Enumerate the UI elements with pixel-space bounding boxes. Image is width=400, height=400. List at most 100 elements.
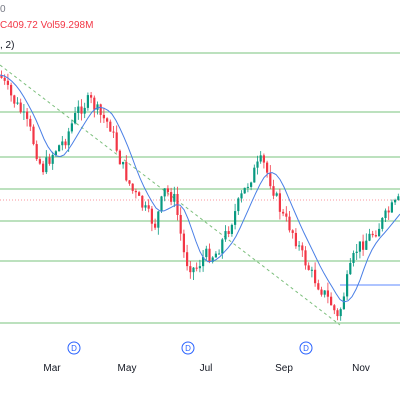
candle-body xyxy=(6,80,9,85)
trend-line xyxy=(0,64,341,326)
dividend-marker-circle xyxy=(67,341,81,355)
candle-body xyxy=(346,274,349,297)
candle-body xyxy=(250,182,253,187)
candle-body xyxy=(288,216,291,231)
candle-body xyxy=(163,188,166,197)
candle-body xyxy=(230,224,233,234)
candle-body xyxy=(317,283,320,290)
candle-body xyxy=(186,252,189,267)
candle-body xyxy=(0,75,3,78)
candle-body xyxy=(160,196,163,212)
candle-body xyxy=(355,251,358,253)
candle-body xyxy=(106,118,109,122)
candle-body xyxy=(323,290,326,295)
dividend-marker-label: D xyxy=(185,344,191,353)
x-axis-tick-label: Nov xyxy=(352,363,370,374)
candle-body xyxy=(32,126,35,145)
candle-body xyxy=(202,257,205,267)
candle-body xyxy=(301,245,304,251)
candle-body xyxy=(278,193,281,212)
candle-body xyxy=(96,104,99,110)
candle-body xyxy=(150,208,153,224)
dividend-marker-label: D xyxy=(303,344,309,353)
candle-body xyxy=(138,192,141,196)
candle-body xyxy=(128,180,131,184)
candle-body xyxy=(291,230,294,233)
candle-body xyxy=(86,95,89,108)
candle-body xyxy=(112,131,115,133)
candle-body xyxy=(147,205,150,209)
dividend-marker[interactable]: D xyxy=(299,341,313,355)
candle-body xyxy=(173,193,176,202)
candle-body xyxy=(214,253,217,258)
candle-body xyxy=(182,233,185,253)
candle-body xyxy=(352,252,355,264)
candle-body xyxy=(67,131,70,146)
candle-body xyxy=(362,241,365,250)
candle-body xyxy=(256,161,259,168)
candle-body xyxy=(144,205,147,208)
candle-body xyxy=(3,77,6,81)
legend-ohlc: C409.72 Vol59.298M xyxy=(0,20,93,32)
candle-body xyxy=(320,289,323,295)
candle-body xyxy=(390,202,393,213)
candle-body xyxy=(51,154,54,164)
candle-body xyxy=(387,210,390,213)
candle-body xyxy=(80,106,83,114)
candle-body xyxy=(394,199,397,203)
candle-body xyxy=(282,211,285,214)
candle-body xyxy=(19,102,22,113)
x-axis-tick-label: Sep xyxy=(275,363,293,374)
candle-body xyxy=(115,132,118,151)
candle-body xyxy=(64,141,67,146)
candle-body xyxy=(16,102,19,104)
candle-body xyxy=(54,151,57,155)
candle-body xyxy=(170,192,173,202)
candle-body xyxy=(45,157,48,173)
candle-body xyxy=(211,257,214,262)
candle-body xyxy=(141,195,144,208)
candle-body xyxy=(122,161,125,165)
candle-body xyxy=(13,95,16,104)
candle-body xyxy=(368,233,371,241)
candle-body xyxy=(294,232,297,247)
candle-body xyxy=(125,161,128,181)
candle-body xyxy=(218,253,221,255)
candle-body xyxy=(221,239,224,254)
candle-body xyxy=(70,123,73,132)
candle-body xyxy=(374,235,377,237)
candle-body xyxy=(195,267,198,269)
candle-body xyxy=(397,196,400,200)
candle-body xyxy=(365,240,368,250)
candle-body xyxy=(102,114,105,119)
candle-body xyxy=(118,150,121,165)
candle-body xyxy=(48,157,51,164)
candle-body xyxy=(205,248,208,258)
candle-body xyxy=(99,104,102,115)
candle-body xyxy=(93,97,96,110)
candle-body xyxy=(22,111,25,113)
candle-body xyxy=(358,241,361,252)
ohlc-close: C409.72 xyxy=(0,20,38,31)
candle-body xyxy=(298,245,301,247)
candle-body xyxy=(198,266,201,269)
candle-body xyxy=(243,187,246,194)
candle-body xyxy=(189,266,192,273)
candle-body xyxy=(166,188,169,193)
candle-body xyxy=(253,167,256,183)
candle-body xyxy=(77,106,80,114)
candle-body xyxy=(224,231,227,240)
candle-body xyxy=(131,183,134,191)
x-axis-tick-label: May xyxy=(118,363,137,374)
dividend-marker[interactable]: D xyxy=(181,341,195,355)
x-axis-tick-label: Mar xyxy=(43,363,61,374)
candle-body xyxy=(381,217,384,229)
dividend-marker[interactable]: D xyxy=(67,341,81,355)
candle-body xyxy=(192,267,195,273)
candle-body xyxy=(227,231,230,234)
candle-body xyxy=(304,250,307,266)
dividend-marker-circle xyxy=(299,341,313,355)
candle-body xyxy=(262,155,265,163)
